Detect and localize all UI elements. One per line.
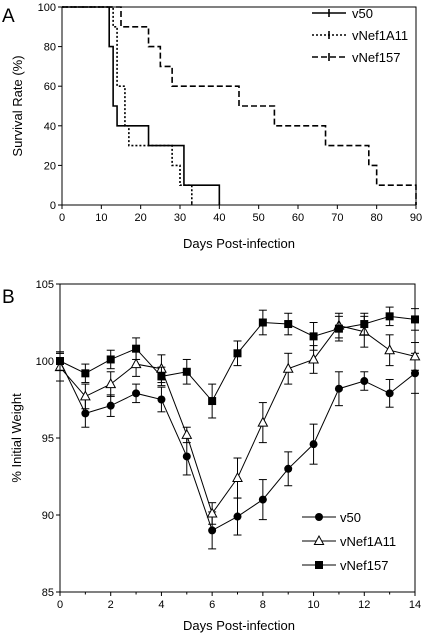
survival-line-v50 <box>62 6 221 205</box>
survival-x-axis-label: Days Post-infection <box>183 236 295 251</box>
survival-axes: 0 10 20 30 40 50 60 70 80 90 0 20 40 60 80 100 <box>38 2 422 224</box>
weight-point-v50-8 <box>258 495 267 504</box>
weight-point-vnef1a11-2 <box>105 378 117 389</box>
survival-line-vnef1a11 <box>62 6 193 205</box>
weight-x-tick-label-0: 0 <box>57 599 63 611</box>
weight-y-tick-label-85: 85 <box>42 587 54 599</box>
weight-y-tick-label-95: 95 <box>42 433 54 445</box>
weight-point-vnef1a11-3 <box>130 358 142 369</box>
panel-a-letter: A <box>2 6 15 27</box>
weight-point-vnef157-12 <box>360 320 369 329</box>
weight-point-vnef1a11-9 <box>282 362 294 373</box>
survival-y-tick-label-40: 40 <box>44 121 56 133</box>
weight-y-tick-label-105: 105 <box>36 279 54 291</box>
weight-chart: B 0 2 4 6 8 10 12 14 85 90 95 100 105 Days Post-infe… <box>2 279 421 633</box>
survival-y-tick-label-0: 0 <box>50 200 56 212</box>
legend-v50-label: v50 <box>352 6 373 21</box>
weight-point-v50-12 <box>360 377 369 386</box>
weight-point-vnef157-8 <box>258 318 267 327</box>
legend-marker-vnef157-b <box>315 561 323 569</box>
weight-x-tick-label-2: 2 <box>108 599 114 611</box>
weight-point-vnef157-11 <box>334 324 343 333</box>
weight-point-vnef157-2 <box>106 355 115 364</box>
weight-point-v50-10 <box>309 440 318 449</box>
weight-y-tick-label-90: 90 <box>42 510 54 522</box>
weight-point-v50-7 <box>233 512 242 521</box>
weight-point-v50-13 <box>385 389 394 398</box>
survival-line-vnef157 <box>62 6 417 205</box>
weight-y-tick-label-100: 100 <box>36 356 54 368</box>
legend-vnef1a11-label: vNef1A11 <box>352 28 408 43</box>
legend-marker-vnef1a11-b <box>313 534 325 545</box>
weight-point-vnef157-0 <box>56 357 64 365</box>
legend-vnef1a11-label-b: vNef1A11 <box>340 534 396 549</box>
weight-point-vnef157-3 <box>132 344 141 353</box>
weight-point-v50-6 <box>208 526 217 535</box>
weight-point-vnef1a11-8 <box>257 416 269 427</box>
weight-point-vnef157-10 <box>309 332 318 341</box>
weight-point-v50-4 <box>157 395 166 404</box>
weight-point-vnef157-5 <box>182 367 191 376</box>
weight-point-vnef1a11-14 <box>409 350 421 361</box>
weight-x-tick-label-6: 6 <box>209 599 215 611</box>
survival-y-axis-label: Survival Rate (%) <box>10 55 25 156</box>
weight-legend: v50 vNef1A11 vNef157 <box>302 510 396 573</box>
weight-point-vnef157-14 <box>411 315 419 324</box>
legend-vnef157-label: vNef157 <box>352 50 400 65</box>
weight-axes: 0 2 4 6 8 10 12 14 85 90 95 100 105 <box>36 279 421 611</box>
panel-b-letter: B <box>2 287 15 308</box>
survival-x-tick-label-0: 0 <box>59 212 65 224</box>
survival-legend: v50 vNef1A11 vNef157 <box>312 6 408 65</box>
survival-x-tick-label-20: 20 <box>135 212 147 224</box>
survival-y-tick-label-60: 60 <box>44 81 56 93</box>
weight-x-tick-label-10: 10 <box>307 599 319 611</box>
weight-x-tick-label-14: 14 <box>409 599 421 611</box>
weight-point-vnef157-9 <box>284 320 293 329</box>
weight-x-tick-label-8: 8 <box>260 599 266 611</box>
weight-x-tick-label-12: 12 <box>358 599 370 611</box>
weight-point-vnef1a11-5 <box>181 428 193 439</box>
weight-y-axis-label: % Initial Weight <box>9 393 24 483</box>
survival-x-tick-label-40: 40 <box>213 212 225 224</box>
survival-y-tick-label-80: 80 <box>44 42 56 54</box>
survival-x-tick-label-50: 50 <box>253 212 265 224</box>
weight-point-vnef1a11-6 <box>206 507 218 518</box>
weight-x-tick-label-4: 4 <box>158 599 164 611</box>
weight-point-v50-2 <box>106 401 115 410</box>
weight-point-vnef157-1 <box>81 369 90 378</box>
legend-v50-label-b: v50 <box>340 510 361 525</box>
survival-x-tick-label-60: 60 <box>292 212 304 224</box>
survival-series <box>62 6 417 205</box>
weight-point-vnef1a11-1 <box>79 390 91 401</box>
legend-marker-v50-b <box>315 513 323 521</box>
weight-point-vnef157-7 <box>233 349 242 358</box>
weight-point-vnef1a11-7 <box>232 471 243 483</box>
weight-point-vnef157-4 <box>157 372 166 381</box>
weight-x-axis-label: Days Post-infection <box>183 618 295 633</box>
weight-point-vnef157-13 <box>385 312 394 321</box>
survival-x-tick-label-30: 30 <box>174 212 186 224</box>
survival-y-tick-label-20: 20 <box>44 160 56 172</box>
survival-x-tick-label-10: 10 <box>95 212 107 224</box>
survival-y-tick-label-100: 100 <box>38 2 56 14</box>
weight-series <box>54 306 421 550</box>
survival-x-tick-label-90: 90 <box>410 212 422 224</box>
weight-point-v50-3 <box>132 389 141 398</box>
legend-vnef157-label-b: vNef157 <box>340 558 388 573</box>
survival-plot-frame <box>61 6 417 206</box>
weight-point-v50-14 <box>411 369 419 378</box>
weight-point-vnef157-6 <box>208 397 217 406</box>
weight-point-vnef1a11-10 <box>308 353 320 364</box>
weight-point-v50-11 <box>334 384 343 393</box>
weight-point-v50-1 <box>81 409 90 418</box>
weight-point-v50-9 <box>284 464 293 473</box>
weight-point-vnef1a11-13 <box>384 344 396 355</box>
survival-x-tick-label-70: 70 <box>331 212 343 224</box>
survival-x-tick-label-80: 80 <box>371 212 383 224</box>
survival-chart: A 0 10 20 30 40 50 60 70 80 90 0 20 40 60 80 100 Days P… <box>2 2 422 251</box>
weight-point-v50-5 <box>182 452 191 461</box>
